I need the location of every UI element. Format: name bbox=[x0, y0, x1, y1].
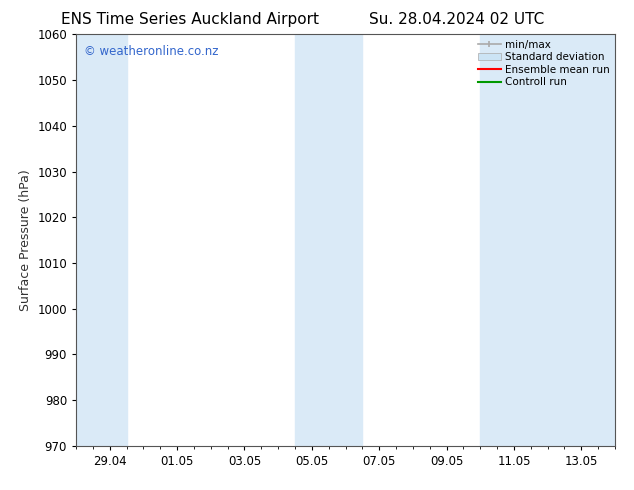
Bar bbox=[295, 34, 363, 446]
Bar bbox=[76, 34, 127, 446]
Y-axis label: Surface Pressure (hPa): Surface Pressure (hPa) bbox=[19, 169, 32, 311]
Bar bbox=[480, 34, 615, 446]
Text: ENS Time Series Auckland Airport: ENS Time Series Auckland Airport bbox=[61, 12, 319, 27]
Text: Su. 28.04.2024 02 UTC: Su. 28.04.2024 02 UTC bbox=[369, 12, 544, 27]
Text: © weatheronline.co.nz: © weatheronline.co.nz bbox=[84, 45, 219, 58]
Legend: min/max, Standard deviation, Ensemble mean run, Controll run: min/max, Standard deviation, Ensemble me… bbox=[476, 37, 612, 89]
